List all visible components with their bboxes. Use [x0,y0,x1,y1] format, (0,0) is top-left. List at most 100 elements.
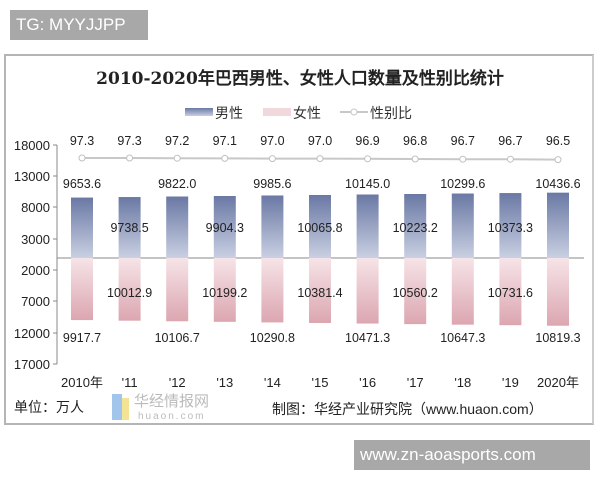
x-tick-label: 2020年 [537,375,579,390]
watermark-bottom: www.zn-aoasports.com [354,440,590,470]
logo-subtext: huaon.com [138,411,205,422]
chart-frame [4,54,594,425]
data-label-male: 9985.6 [253,177,291,191]
data-label-male: 9653.6 [63,177,101,191]
data-label-male: 10373.3 [488,221,533,235]
data-label-ratio: 97.2 [165,134,189,148]
data-label-ratio: 96.9 [355,134,379,148]
point-ratio [126,154,134,162]
data-label-female: 10647.3 [440,331,485,345]
x-tick-label: '18 [454,375,471,390]
bar-male [499,193,522,258]
y-tick-label: 13000 [14,169,50,184]
legend-label-female: 女性 [293,105,321,121]
bar-male [213,195,236,258]
x-tick-label: '13 [216,375,233,390]
x-tick-label: 2010年 [61,375,103,390]
data-label-ratio: 96.7 [498,134,522,148]
point-ratio [554,156,562,164]
unit-label: 单位：万人 [14,399,84,415]
logo-icon [112,394,122,420]
legend-label-male: 男性 [215,105,243,121]
legend-label-ratio: 性别比 [370,105,412,121]
bar-male [71,197,93,258]
data-label-female: 10819.3 [535,331,580,345]
bar-female [261,258,284,323]
data-label-male: 10223.2 [393,221,438,235]
point-ratio [173,154,181,162]
bar-male [451,193,474,258]
data-label-ratio: 97.1 [213,134,237,148]
bar-female [118,258,141,321]
bar-male [309,194,331,258]
data-label-female: 10731.6 [488,286,533,300]
bar-female [213,258,236,322]
bar-male [118,197,141,258]
point-ratio [268,155,276,163]
data-label-female: 10560.2 [393,286,438,300]
bar-female [356,258,379,324]
data-label-female: 10106.7 [155,331,200,345]
data-label-male: 10299.6 [440,177,485,191]
bar-female [71,258,93,321]
bar-male [356,194,379,258]
y-tick-label: 2000 [21,263,50,278]
legend-swatch-male [185,108,213,116]
data-label-female: 10471.3 [345,331,390,345]
point-ratio [411,155,419,163]
bar-female [309,258,331,323]
bar-female [499,258,522,326]
data-label-ratio: 97.3 [70,134,94,148]
point-ratio [506,155,514,163]
logo-text: 华经情报网 [134,393,209,410]
data-label-male: 10065.8 [297,221,342,235]
bar-female [451,258,474,325]
data-label-male: 9904.3 [206,221,244,235]
bar-male [261,195,284,258]
point-ratio [221,154,229,162]
y-tick-label: 18000 [14,138,50,153]
source-label: 制图：华经产业研究院（www.huaon.com） [272,401,543,417]
point-ratio [459,155,467,163]
bar-female [166,258,189,322]
watermark-top: TG: MYYJJPP [10,10,148,40]
data-label-male: 10145.0 [345,177,390,191]
y-tick-label: 12000 [14,326,50,341]
bar-female [404,258,427,325]
data-label-female: 10381.4 [297,286,342,300]
x-tick-label: '14 [264,375,281,390]
x-tick-label: '12 [169,375,186,390]
y-tick-label: 17000 [14,357,50,372]
y-tick-label: 8000 [21,200,50,215]
y-tick-label: 3000 [21,232,50,247]
x-tick-label: '11 [122,375,138,390]
data-label-ratio: 97.0 [308,134,332,148]
legend-marker-ratio [350,108,358,116]
bar-female [547,258,569,326]
point-ratio [78,154,86,162]
chart-title: 2010-2020年巴西男性、女性人口数量及性别比统计 [96,68,504,89]
data-label-ratio: 97.3 [117,134,141,148]
point-ratio [364,155,372,163]
bar-male [166,196,189,258]
data-label-ratio: 96.5 [546,134,570,148]
data-label-female: 10199.2 [202,286,247,300]
data-label-male: 10436.6 [535,177,580,191]
legend-swatch-female [263,108,291,116]
bar-male [404,194,427,258]
x-tick-label: '19 [502,375,519,390]
x-tick-label: '15 [312,375,329,390]
x-tick-label: '16 [359,375,376,390]
bar-male [547,192,569,258]
data-label-female: 10012.9 [107,286,152,300]
y-tick-label: 7000 [21,294,50,309]
x-tick-label: '17 [407,375,424,390]
point-ratio [316,155,324,163]
data-label-ratio: 96.8 [403,134,427,148]
data-label-male: 9822.0 [158,177,196,191]
logo-icon-part [122,398,129,420]
data-label-female: 9917.7 [63,331,101,345]
data-label-male: 9738.5 [110,221,148,235]
data-label-ratio: 96.7 [451,134,475,148]
